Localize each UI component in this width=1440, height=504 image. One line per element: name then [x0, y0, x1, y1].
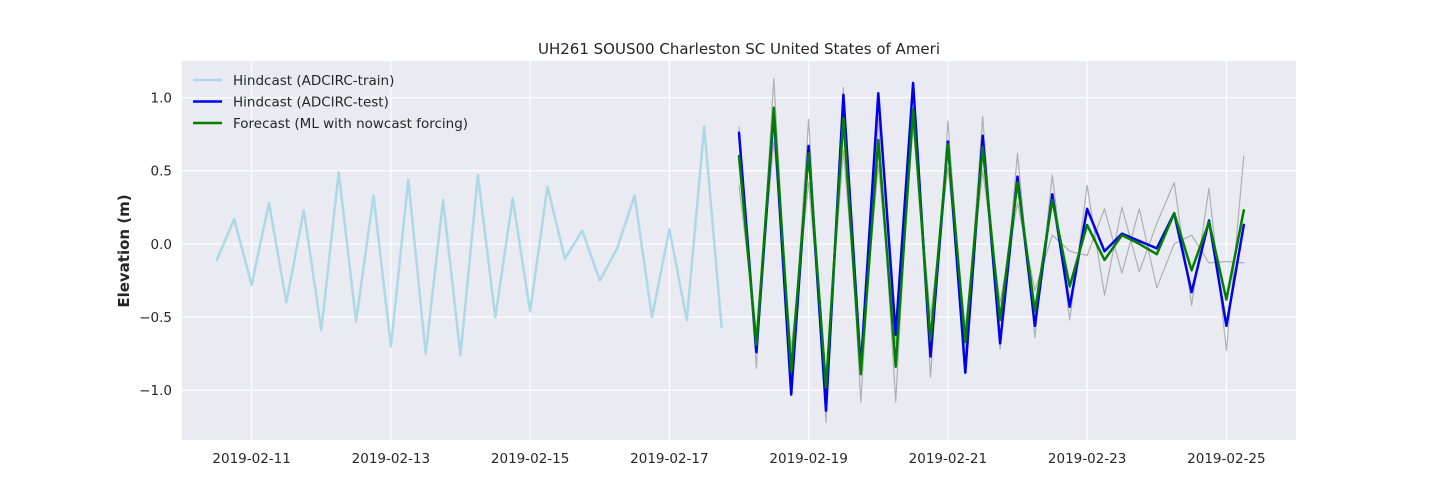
chart-title: UH261 SOUS00 Charleston SC United States… [538, 40, 940, 58]
y-tick-label: 0.0 [151, 237, 172, 253]
x-axis: 2019-02-11 2019-02-13 2019-02-15 2019-02-17… [212, 451, 1265, 467]
legend-label: Forecast (ML with nowcast forcing) [233, 116, 468, 132]
legend-label: Hindcast (ADCIRC-train) [233, 73, 394, 89]
x-tick-label: 2019-02-21 [909, 451, 987, 467]
y-tick-label: 0.5 [151, 164, 172, 180]
y-tick-label: −1.0 [139, 383, 172, 399]
x-tick-label: 2019-02-25 [1187, 451, 1265, 467]
x-tick-label: 2019-02-19 [769, 451, 847, 467]
legend: Hindcast (ADCIRC-train) Hindcast (ADCIRC-… [193, 73, 468, 132]
x-tick-label: 2019-02-13 [352, 451, 430, 467]
series-layer [215, 77, 1246, 423]
y-axis-title: Elevation (m) [115, 194, 133, 307]
y-tick-label: −0.5 [139, 310, 172, 326]
legend-label: Hindcast (ADCIRC-test) [233, 95, 389, 111]
x-tick-label: 2019-02-11 [212, 451, 290, 467]
y-tick-label: 1.0 [151, 91, 172, 107]
x-tick-label: 2019-02-23 [1048, 451, 1126, 467]
y-axis: −1.0 −0.5 0.0 0.5 1.0 [139, 91, 172, 400]
x-tick-label: 2019-02-17 [630, 451, 708, 467]
series-line-forecast-ml-with-nowcast-forcing [737, 106, 1246, 389]
series-line-hindcast-adcirc-train [215, 125, 723, 357]
x-tick-label: 2019-02-15 [491, 451, 569, 467]
